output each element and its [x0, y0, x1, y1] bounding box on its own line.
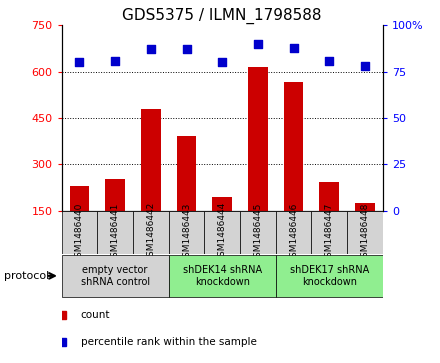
Point	[147, 46, 154, 52]
Text: GSM1486443: GSM1486443	[182, 202, 191, 262]
Text: GSM1486440: GSM1486440	[75, 202, 84, 262]
Bar	[276, 255, 383, 297]
Text: GSM1486445: GSM1486445	[253, 202, 262, 262]
Bar	[133, 211, 169, 254]
Bar	[177, 136, 196, 257]
Title: GDS5375 / ILMN_1798588: GDS5375 / ILMN_1798588	[122, 8, 322, 24]
Text: GSM1486444: GSM1486444	[218, 202, 227, 262]
Bar	[347, 211, 383, 254]
Bar	[213, 197, 232, 257]
Point	[183, 46, 190, 52]
Text: GSM1486447: GSM1486447	[325, 202, 334, 262]
Bar	[240, 211, 276, 254]
Text: GSM1486442: GSM1486442	[147, 202, 155, 262]
Text: GSM1486446: GSM1486446	[289, 202, 298, 262]
Bar	[204, 211, 240, 254]
Bar	[105, 179, 125, 257]
Bar	[248, 67, 268, 257]
Text: GSM1486448: GSM1486448	[360, 202, 370, 262]
Bar	[169, 255, 276, 297]
Text: GSM1486441: GSM1486441	[110, 202, 120, 262]
Point	[361, 63, 368, 69]
Bar	[70, 186, 89, 257]
Point	[254, 41, 261, 47]
Bar	[141, 109, 161, 257]
Bar	[62, 211, 97, 254]
Text: protocol: protocol	[4, 271, 50, 281]
Text: shDEK17 shRNA
knockdown: shDEK17 shRNA knockdown	[290, 265, 369, 287]
Bar	[284, 82, 304, 257]
Point	[290, 45, 297, 50]
Bar	[97, 211, 133, 254]
Bar	[312, 211, 347, 254]
Text: empty vector
shRNA control: empty vector shRNA control	[81, 265, 150, 287]
Point	[219, 60, 226, 65]
Point	[76, 60, 83, 65]
Bar	[62, 255, 169, 297]
Point	[112, 58, 119, 64]
Text: shDEK14 shRNA
knockdown: shDEK14 shRNA knockdown	[183, 265, 262, 287]
Bar	[355, 203, 375, 257]
Text: percentile rank within the sample: percentile rank within the sample	[81, 337, 257, 347]
Bar	[319, 182, 339, 257]
Bar	[169, 211, 204, 254]
Bar	[276, 211, 312, 254]
Point	[326, 58, 333, 64]
Text: count: count	[81, 310, 110, 320]
